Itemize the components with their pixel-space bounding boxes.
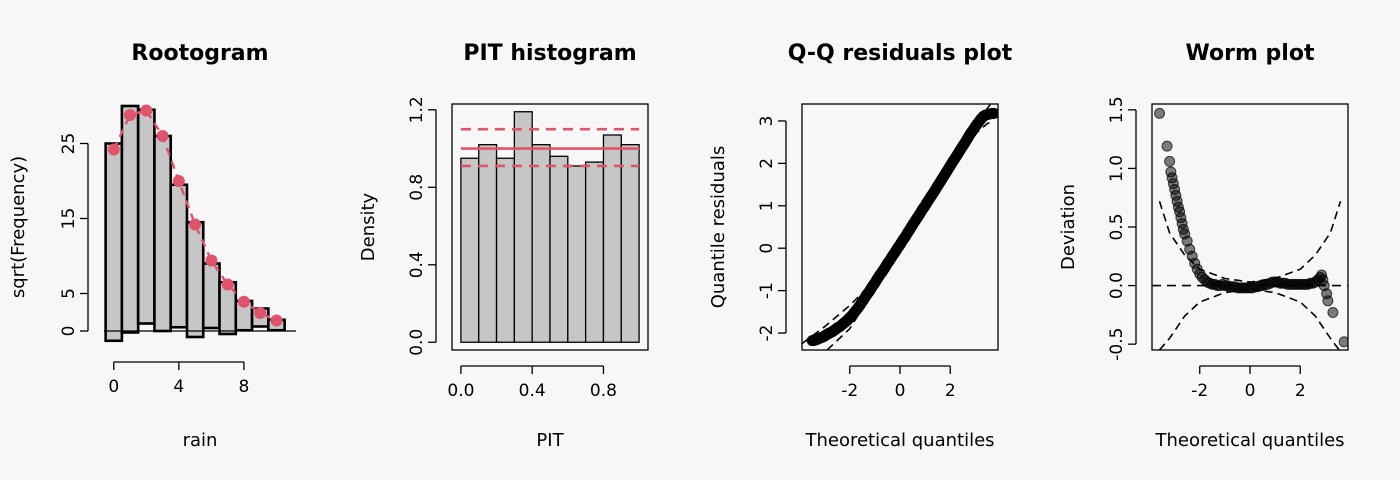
x-tick-label: 0.4 <box>519 381 546 401</box>
worm-band-lower <box>1158 288 1340 350</box>
y-tick-label: 15 <box>59 208 79 230</box>
expected-point <box>107 143 120 156</box>
qq-title: Q-Q residuals plot <box>788 41 1013 66</box>
y-tick-label: 0 <box>757 243 777 254</box>
rootogram-xlabel: rain <box>183 430 218 451</box>
worm-ylabel: Deviation <box>1058 184 1079 270</box>
x-tick-label: -2 <box>1191 381 1208 401</box>
pit-bar <box>495 157 516 343</box>
expected-point <box>124 109 137 121</box>
y-tick-label: 1.0 <box>1107 155 1127 182</box>
worm-band-upper <box>1158 200 1342 283</box>
x-tick-label: 4 <box>173 377 184 397</box>
pit-bar <box>549 155 569 343</box>
expected-point <box>140 104 153 117</box>
rootogram-bar <box>104 142 124 343</box>
y-tick-label: 0.4 <box>407 251 427 278</box>
y-tick-label: 1.2 <box>407 96 427 123</box>
y-tick-label: -0.5 <box>1107 328 1127 361</box>
rootogram-bar <box>185 220 205 339</box>
rootogram-ylabel: sqrt(Frequency) <box>8 156 29 298</box>
rootogram-title: Rootogram <box>131 41 268 66</box>
worm-point <box>1327 307 1339 319</box>
worm-point <box>1154 107 1166 119</box>
y-tick-label: 0 <box>59 326 79 337</box>
plot-frame <box>801 103 999 351</box>
y-tick-label: 2 <box>757 158 777 169</box>
y-tick-label: 0.8 <box>407 174 427 201</box>
y-tick-label: -1 <box>757 282 777 299</box>
rootogram-bar <box>120 104 140 334</box>
pit-title: PIT histogram <box>463 41 636 66</box>
x-tick-label: 0 <box>895 381 906 401</box>
pit-bar <box>620 144 640 343</box>
y-tick-label: 1.5 <box>1107 96 1127 123</box>
pit-bar <box>584 161 605 343</box>
x-tick-label: 0.8 <box>590 381 617 401</box>
expected-point <box>221 278 234 291</box>
x-tick-label: 2 <box>1295 381 1306 401</box>
y-tick-label: 3 <box>757 116 777 127</box>
expected-point <box>172 175 185 187</box>
y-tick-label: 25 <box>59 133 79 155</box>
qq-panel: Q-Q residuals plot Theoretical quantiles… <box>708 41 1013 451</box>
expected-point <box>270 314 283 327</box>
x-tick-label: 8 <box>239 377 250 397</box>
plot-frame <box>451 103 649 351</box>
rootogram-bar <box>169 183 189 329</box>
pit-bar <box>478 144 498 343</box>
x-tick-label: 2 <box>945 381 956 401</box>
pit-histogram-panel: PIT histogram PIT Density 0.0 0.4 0.8 0.0 0.… <box>358 41 649 451</box>
rootogram-bar <box>153 134 173 333</box>
worm-point <box>1164 155 1176 167</box>
y-tick-label: 1 <box>757 200 777 211</box>
expected-point <box>205 254 218 267</box>
pit-bar <box>513 111 533 343</box>
qq-ylabel: Quantile residuals <box>708 146 729 309</box>
worm-xlabel: Theoretical quantiles <box>1154 430 1344 451</box>
y-tick-label: 0.0 <box>407 329 427 356</box>
expected-point <box>237 295 250 308</box>
qq-point <box>987 107 998 119</box>
expected-point <box>156 130 169 142</box>
qq-xlabel: Theoretical quantiles <box>804 430 994 451</box>
y-tick-label: -2 <box>757 325 777 342</box>
pit-xlabel: PIT <box>536 430 564 451</box>
worm-point <box>1322 295 1334 307</box>
x-tick-label: 0 <box>108 377 119 397</box>
qq-band-lower <box>826 122 993 350</box>
plot-frame <box>1151 103 1349 351</box>
expected-point <box>254 307 267 319</box>
y-tick-label: 0.5 <box>1107 213 1127 240</box>
worm-point <box>1161 140 1173 152</box>
worm-point <box>1338 336 1348 348</box>
y-tick-label: 0.0 <box>1107 272 1127 299</box>
worm-panel: Worm plot Theoretical quantiles Deviatio… <box>1058 41 1349 451</box>
pit-bar <box>567 165 587 343</box>
y-tick-label: 5 <box>59 288 79 299</box>
x-tick-label: 0.0 <box>447 381 474 401</box>
rootogram-bar <box>136 108 156 325</box>
pit-bar <box>460 157 480 343</box>
x-tick-label: -2 <box>841 381 858 401</box>
rootogram-bar <box>201 262 221 330</box>
expected-point <box>189 218 202 231</box>
pit-bar <box>531 144 551 343</box>
qq-band-upper <box>802 104 992 345</box>
pit-ylabel: Density <box>358 192 379 261</box>
qq-points-group <box>802 104 998 350</box>
x-tick-label: 0 <box>1245 381 1256 401</box>
rootogram-panel: Rootogram rain sqrt(Frequency) 0 4 8 0 5 15 25 <box>8 41 296 451</box>
worm-title: Worm plot <box>1186 41 1315 66</box>
worm-points-group <box>1152 107 1348 350</box>
